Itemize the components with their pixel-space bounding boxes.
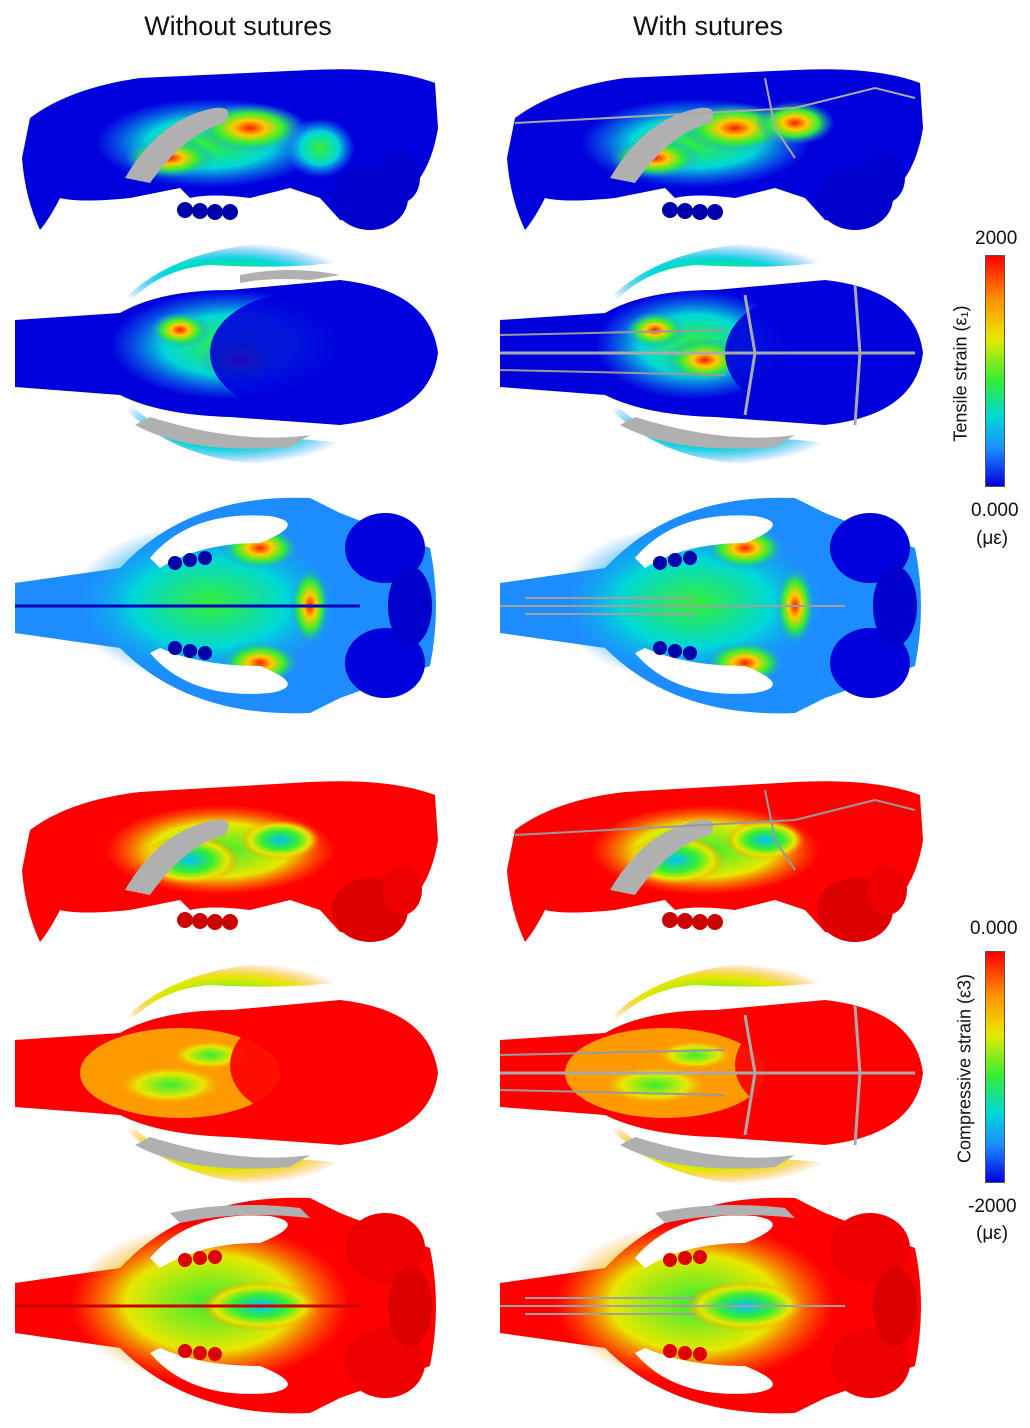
skull-lateral-tensile-without-sutures bbox=[10, 48, 440, 233]
tensile-colorbar: 2000 Tensile strain (ε₁) 0.000 (με) bbox=[940, 228, 1030, 568]
tensile-colorbar-title: Tensile strain (ε₁) bbox=[950, 305, 971, 442]
skull-ventral-tensile-with-sutures bbox=[495, 488, 925, 723]
skull-dorsal-tensile-with-sutures bbox=[495, 235, 925, 470]
skull-lateral-tensile-with-sutures bbox=[495, 48, 925, 233]
skull-ventral-compressive-with-sutures bbox=[495, 1188, 925, 1423]
skull-ventral-tensile-without-sutures bbox=[10, 488, 440, 723]
skull-dorsal-compressive-without-sutures bbox=[10, 955, 440, 1190]
compressive-colorbar-max: 0.000 bbox=[970, 918, 1018, 939]
column-title-with-sutures: With sutures bbox=[632, 11, 784, 41]
compressive-colorbar-unit: (με) bbox=[976, 1223, 1009, 1244]
column-title-without-sutures: Without sutures bbox=[144, 11, 332, 41]
tensile-colorbar-min: 0.000 bbox=[971, 500, 1019, 521]
compressive-colorbar-title: Compressive strain (ε3) bbox=[954, 973, 975, 1164]
skull-lateral-compressive-with-sutures bbox=[495, 770, 925, 945]
skull-lateral-compressive-without-sutures bbox=[10, 770, 440, 945]
compressive-colorbar: 0.000 Compressive strain (ε3) -2000 (με) bbox=[940, 918, 1030, 1268]
tensile-colorbar-unit: (με) bbox=[976, 528, 1009, 549]
skull-dorsal-tensile-without-sutures bbox=[10, 235, 440, 470]
compressive-colorbar-gradient bbox=[985, 951, 1005, 1183]
tensile-colorbar-max: 2000 bbox=[975, 228, 1018, 249]
skull-ventral-compressive-without-sutures bbox=[10, 1188, 440, 1423]
compressive-colorbar-min: -2000 bbox=[968, 1196, 1017, 1217]
tensile-colorbar-gradient bbox=[985, 255, 1005, 487]
skull-dorsal-compressive-with-sutures bbox=[495, 955, 925, 1190]
